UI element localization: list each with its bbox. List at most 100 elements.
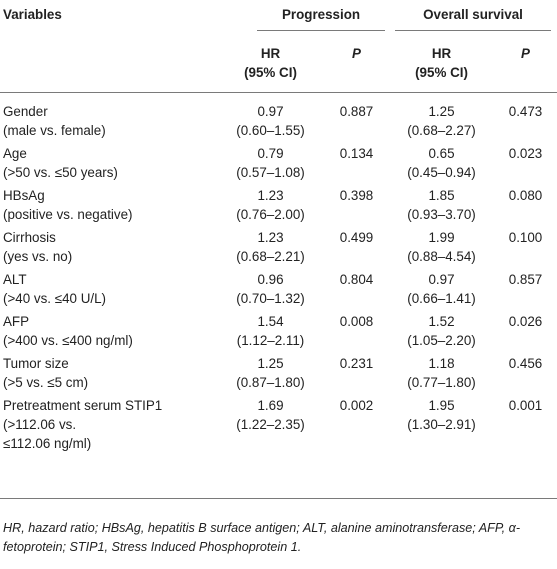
os-hr-cell-text: (0.88–4.54) — [407, 249, 476, 264]
os-hr-cell-text: 0.97 — [428, 272, 455, 287]
progression-header: Progression — [217, 5, 389, 31]
os-p-cell-text: 0.857 — [508, 272, 543, 287]
os-p-cell: 0.857 — [494, 268, 557, 310]
table-footer: HR, hazard ratio; HBsAg, hepatitis B sur… — [0, 512, 557, 557]
os-hr-cell-text: (0.66–1.41) — [407, 291, 476, 306]
variable-cell-text: (>50 vs. ≤50 years) — [3, 165, 118, 180]
os-hr-cell-text: (0.68–2.27) — [407, 123, 476, 138]
progression-hr-cell-text: (0.60–1.55) — [236, 123, 305, 138]
os-hr-cell-text: 1.85 — [428, 188, 455, 203]
progression-p-cell-text: 0.002 — [339, 398, 374, 413]
variable-cell-text: ≤112.06 ng/ml) — [3, 436, 92, 451]
progression-hr-cell-text: 0.96 — [257, 272, 284, 287]
os-hr-cell-text: 1.99 — [428, 230, 455, 245]
progression-p-cell: 0.887 — [324, 93, 389, 142]
os-hr-cell-text: (0.45–0.94) — [407, 165, 476, 180]
os-p-cell: 0.100 — [494, 226, 557, 268]
progression-hr-cell: 1.23 (0.76–2.00) — [217, 184, 324, 226]
progression-hr-cell-text: 1.54 — [257, 314, 284, 329]
progression-p-header: P — [324, 31, 389, 93]
progression-hr-cell: 1.69 (1.22–2.35) — [217, 394, 324, 455]
os-hr-cell: 1.99 (0.88–4.54) — [389, 226, 494, 268]
progression-hr-cell: 1.25 (0.87–1.80) — [217, 352, 324, 394]
progression-hr-cell-text: (1.22–2.35) — [236, 417, 305, 432]
os-hr-cell: 1.18 (0.77–1.80) — [389, 352, 494, 394]
os-p-cell-text: 0.080 — [508, 188, 543, 203]
os-hr-cell: 1.85 (0.93–3.70) — [389, 184, 494, 226]
table-row: ALT (>40 vs. ≤40 U/L) 0.96 (0.70–1.32) 0.804… — [0, 268, 557, 310]
variable-cell-text: (>40 vs. ≤40 U/L) — [3, 291, 106, 306]
progression-hr-cell-text: (0.87–1.80) — [236, 375, 305, 390]
os-p-cell: 0.023 — [494, 142, 557, 184]
progression-p-cell: 0.398 — [324, 184, 389, 226]
variable-cell-text: Cirrhosis — [3, 230, 56, 245]
p-label: P — [521, 46, 530, 61]
progression-hr-cell-text: 1.23 — [257, 230, 284, 245]
os-p-cell: 0.473 — [494, 93, 557, 142]
variable-cell-text: Pretreatment serum STIP1 — [3, 398, 163, 413]
os-hr-cell: 1.95 (1.30–2.91) — [389, 394, 494, 455]
header-divider — [0, 92, 557, 93]
hr-label: HR — [431, 46, 452, 61]
variable-cell-text: Tumor size — [3, 356, 69, 371]
os-hr-cell-text: 0.65 — [428, 146, 455, 161]
os-hr-cell-text: (1.05–2.20) — [407, 333, 476, 348]
table-row: HBsAg (positive vs. negative) 1.23 (0.76–2.… — [0, 184, 557, 226]
progression-p-cell: 0.134 — [324, 142, 389, 184]
progression-p-cell: 0.231 — [324, 352, 389, 394]
variable-cell: Age (>50 vs. ≤50 years) — [0, 142, 217, 184]
p-label: P — [352, 46, 361, 61]
overall-survival-header: Overall survival — [389, 5, 557, 31]
os-p-cell-text: 0.456 — [508, 356, 543, 371]
table-row: Cirrhosis (yes vs. no) 1.23 (0.68–2.21) 0.49… — [0, 226, 557, 268]
progression-hr-cell-text: 0.79 — [257, 146, 284, 161]
progression-hr-cell-text: (0.68–2.21) — [236, 249, 305, 264]
overall-survival-header-label: Overall survival — [395, 5, 552, 31]
progression-hr-cell: 1.54 (1.12–2.11) — [217, 310, 324, 352]
os-p-cell-text: 0.100 — [508, 230, 543, 245]
progression-p-cell-text: 0.804 — [339, 272, 374, 287]
progression-hr-cell: 1.23 (0.68–2.21) — [217, 226, 324, 268]
os-p-cell-text: 0.001 — [508, 398, 543, 413]
variable-cell: ALT (>40 vs. ≤40 U/L) — [0, 268, 217, 310]
variable-cell-text: Age — [3, 146, 27, 161]
progression-p-cell-text: 0.231 — [339, 356, 374, 371]
os-p-cell-text: 0.026 — [508, 314, 543, 329]
os-p-cell: 0.456 — [494, 352, 557, 394]
variable-cell-text: (>400 vs. ≤400 ng/ml) — [3, 333, 133, 348]
header-row-groups: Variables Progression Overall survival — [0, 5, 557, 31]
progression-p-cell-text: 0.499 — [339, 230, 374, 245]
progression-hr-header: HR (95% CI) — [217, 31, 324, 93]
progression-hr-cell-text: 1.69 — [257, 398, 284, 413]
progression-hr-cell-text: 1.23 — [257, 188, 284, 203]
variable-cell-text: (male vs. female) — [3, 123, 106, 138]
os-p-header: P — [494, 31, 557, 93]
variable-cell: Tumor size (>5 vs. ≤5 cm) — [0, 352, 217, 394]
variable-cell-text: (>5 vs. ≤5 cm) — [3, 375, 89, 390]
variable-cell-text: HBsAg — [3, 188, 45, 203]
table-row: Gender (male vs. female) 0.97 (0.60–1.55) 0.… — [0, 93, 557, 142]
progression-p-cell-text: 0.134 — [339, 146, 374, 161]
progression-hr-cell-text: (0.76–2.00) — [236, 207, 305, 222]
os-hr-cell-text: 1.95 — [428, 398, 455, 413]
os-p-cell: 0.080 — [494, 184, 557, 226]
os-hr-cell-text: 1.25 — [428, 104, 455, 119]
variable-cell-text: Gender — [3, 104, 48, 119]
variable-cell-text: AFP — [3, 314, 30, 329]
os-hr-cell-text: (0.93–3.70) — [407, 207, 476, 222]
progression-header-label: Progression — [257, 5, 386, 31]
os-hr-cell-text: (0.77–1.80) — [407, 375, 476, 390]
table-row: Age (>50 vs. ≤50 years) 0.79 (0.57–1.08) 0.1… — [0, 142, 557, 184]
variable-cell: Pretreatment serum STIP1 (>112.06 vs. ≤112… — [0, 394, 217, 455]
header-row-columns: HR (95% CI) P HR (95% CI) P — [0, 31, 557, 93]
table-row: Pretreatment serum STIP1 (>112.06 vs. ≤112… — [0, 394, 557, 455]
table-row: Tumor size (>5 vs. ≤5 cm) 1.25 (0.87–1.80) 0… — [0, 352, 557, 394]
progression-hr-cell-text: (1.12–2.11) — [236, 333, 305, 348]
variable-cell-text: (positive vs. negative) — [3, 207, 133, 222]
os-p-cell: 0.001 — [494, 394, 557, 455]
progression-p-cell-text: 0.008 — [339, 314, 374, 329]
os-p-cell-text: 0.023 — [508, 146, 543, 161]
progression-p-cell: 0.002 — [324, 394, 389, 455]
ci-label: (95% CI) — [415, 65, 468, 80]
progression-p-cell: 0.008 — [324, 310, 389, 352]
